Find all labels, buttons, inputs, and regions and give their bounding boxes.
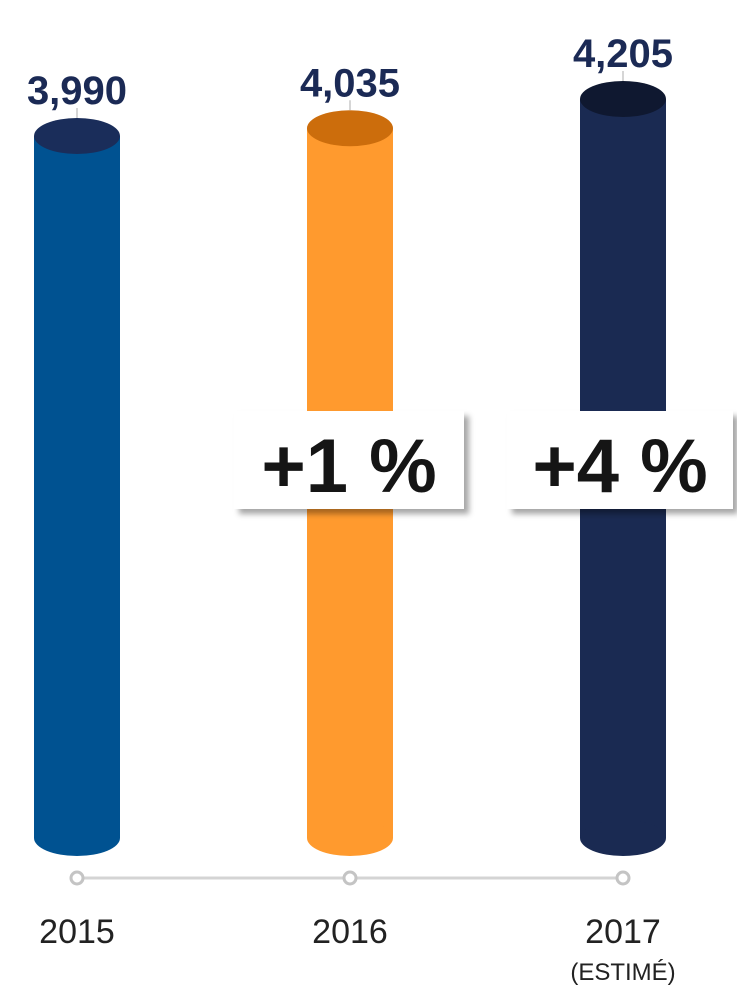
change-label: +1 % <box>261 424 436 509</box>
bar-top <box>580 81 666 117</box>
x-axis-marker <box>342 870 358 886</box>
change-badges: +1 % +4 % <box>234 411 733 509</box>
change-label: +4 % <box>532 424 707 509</box>
value-label: 3,990 <box>27 69 127 113</box>
x-tick-sublabel: (ESTIMÉ) <box>570 959 675 986</box>
bar-2015 <box>34 118 120 856</box>
value-label: 4,205 <box>573 32 673 76</box>
bar-top <box>307 110 393 147</box>
x-tick-label: 2016 <box>312 913 388 951</box>
bar-bottom <box>580 820 666 856</box>
x-tick-label: 2015 <box>39 913 115 951</box>
x-tick-labels: 2015 2016 2017 (ESTIMÉ) <box>39 913 675 986</box>
change-badge-box <box>234 411 464 509</box>
bar-bottom <box>307 820 393 856</box>
bar-body <box>34 136 120 838</box>
x-axis-marker <box>615 870 631 886</box>
x-tick-label: 2017 <box>585 913 661 951</box>
x-axis-marker <box>69 870 85 886</box>
change-badge-2017: +4 % <box>507 411 733 509</box>
value-labels: 3,990 4,035 4,205 <box>27 32 673 118</box>
value-label: 4,035 <box>300 61 400 105</box>
x-axis <box>69 870 631 886</box>
change-badge-box <box>507 411 733 509</box>
change-badge-2016: +1 % <box>234 411 464 509</box>
bar-bottom <box>34 820 120 856</box>
bar-top <box>34 118 120 154</box>
